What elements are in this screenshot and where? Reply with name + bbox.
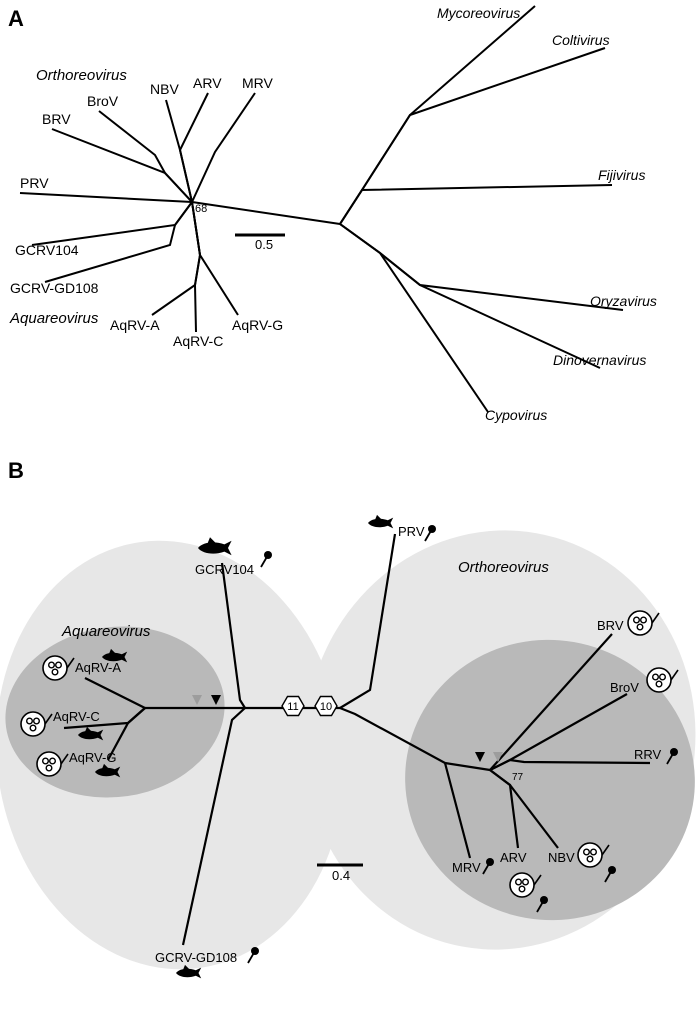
figure-svg: A 0.5 68 Orthoreovirus Aquareovirus PRVB… [0, 0, 697, 1018]
taxon-arv: ARV [500, 850, 527, 865]
taxon-fijivirus: Fijivirus [598, 167, 645, 183]
svg-text:10: 10 [320, 701, 332, 713]
taxon-oryzavirus: Oryzavirus [590, 293, 657, 309]
panel-a: A 0.5 68 Orthoreovirus Aquareovirus PRV B… [8, 5, 657, 423]
taxon-dinovernavirus: Dinovernavirus [553, 352, 646, 368]
bootstrap-a: 68 [195, 203, 207, 215]
taxon-brov: BroV [610, 680, 639, 695]
taxon-cypovirus: Cypovirus [485, 407, 547, 423]
svg-text:0.4: 0.4 [332, 868, 350, 883]
taxon-nbv: NBV [150, 81, 179, 97]
taxon-mycoreovirus: Mycoreovirus [437, 5, 520, 21]
panel-b: B Aquareovirus Orthoreovirus 11 10 77 0.… [0, 458, 697, 992]
orthoreovirus-label-a: Orthoreovirus [36, 67, 127, 84]
taxon-coltivirus: Coltivirus [552, 32, 610, 48]
taxon-aqrv-a: AqRV-A [110, 317, 160, 333]
panel-b-label: B [8, 458, 24, 483]
taxon-rrv: RRV [634, 747, 662, 762]
hex-left: 11 [282, 697, 304, 716]
taxon-aqrv-c: AqRV-C [173, 333, 223, 349]
orthoreovirus-label-b: Orthoreovirus [458, 559, 549, 576]
aquareovirus-label-b: Aquareovirus [61, 623, 151, 640]
taxon-prv: PRV [398, 524, 425, 539]
taxon-mrv: MRV [242, 75, 274, 91]
taxon-aqrv-a: AqRV-A [75, 660, 121, 675]
taxon-gcrv-gd108: GCRV-GD108 [10, 280, 99, 296]
svg-text:11: 11 [287, 701, 298, 713]
taxon-gcrv104: GCRV104 [15, 242, 79, 258]
ellipses [0, 499, 697, 992]
taxon-brov: BroV [87, 93, 119, 109]
svg-text:0.5: 0.5 [255, 237, 273, 252]
fish-icon [368, 515, 393, 529]
pin-icon [425, 525, 436, 541]
hex-right: 10 [315, 697, 337, 716]
taxon-brv: BRV [597, 618, 624, 633]
pin-icon [261, 551, 272, 567]
taxon-gcrv-gd108: GCRV-GD108 [155, 950, 237, 965]
taxon-gcrv104: GCRV104 [195, 562, 254, 577]
taxon-mrv: MRV [452, 860, 481, 875]
taxon-arv: ARV [193, 75, 222, 91]
taxon-aqrv-g: AqRV-G [69, 750, 116, 765]
taxon-prv: PRV [20, 175, 49, 191]
taxon-aqrv-g: AqRV-G [232, 317, 283, 333]
taxon-brv: BRV [42, 111, 71, 127]
bootstrap-b: 77 [512, 772, 524, 783]
taxon-nbv: NBV [548, 850, 575, 865]
aquareovirus-label-a: Aquareovirus [9, 310, 99, 327]
scale-bar-a: 0.5 [235, 235, 285, 252]
panel-a-label: A [8, 6, 24, 31]
taxon-aqrv-c: AqRV-C [53, 709, 100, 724]
